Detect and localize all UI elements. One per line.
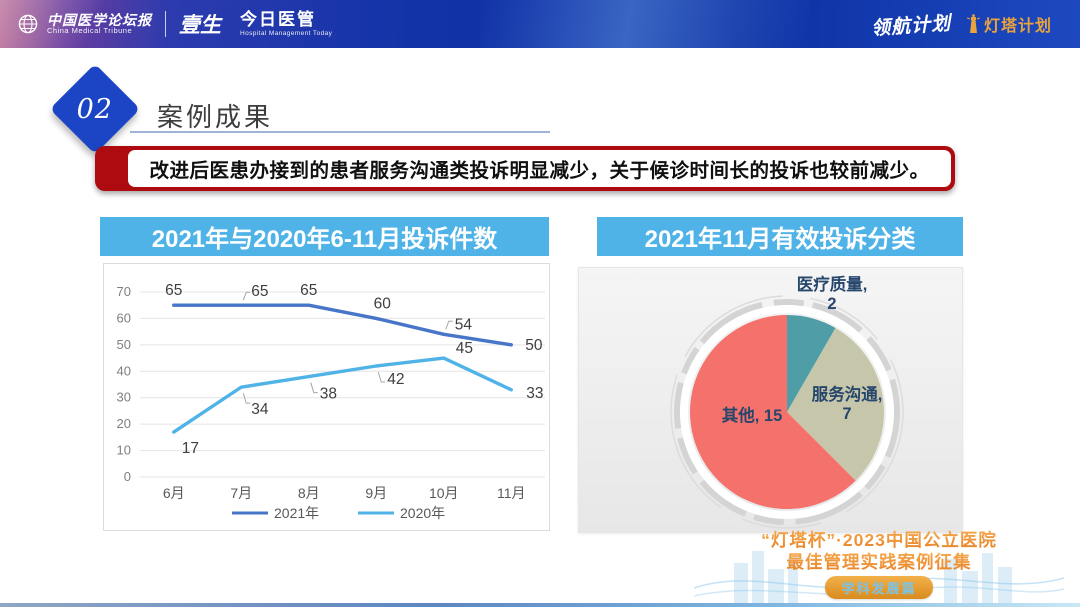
pie-slice [787,327,884,481]
page-title: 案例成果 [157,102,274,132]
data-label: 17 [182,440,199,457]
data-label: 42 [387,371,404,388]
y-axis-tick: 20 [117,416,131,431]
x-axis-label: 8月 [298,485,320,501]
data-label: 38 [320,386,337,403]
cmt-logo-cn: 中国医学论坛报 [47,11,152,28]
decorative-ring [680,305,894,519]
pie-chart: 医疗质量,2 服务沟通,7 其他, 15 [670,274,904,529]
linghang-logo: 领航计划 [870,12,952,40]
pie-label: 服务沟通, [812,384,883,404]
pie-label-value: 7 [842,405,851,423]
globe-icon [18,14,38,34]
highlight-banner-inner: 改进后医患办接到的患者服务沟通类投诉明显减少，关于候诊时间长的投诉也较前减少。 [128,150,951,187]
line-chart-title: 2021年与2020年6-11月投诉件数 [100,217,549,256]
campaign-line1: “灯塔杯”·2023中国公立医院 [694,530,1064,552]
data-label: 34 [251,401,269,418]
decorative-ring [674,299,900,525]
y-axis-tick: 40 [117,363,131,378]
dengta-logo: 灯塔计划 [966,12,1052,36]
data-label: 65 [251,283,268,300]
y-axis-tick: 60 [117,310,131,325]
y-axis-tick: 0 [124,469,131,484]
campaign-line2: 最佳管理实践案例征集 [694,552,1064,574]
banner-text: 改进后医患办接到的患者服务沟通类投诉明显减少，关于候诊时间长的投诉也较前减少。 [149,160,930,182]
title-underline [130,131,550,133]
pie-label-value: 2 [827,295,836,313]
pie-slice [690,315,856,509]
data-label: 65 [165,282,182,299]
label-leader [242,291,251,301]
data-label: 54 [455,316,473,333]
cmt-logo-en: China Medical Tribune [47,26,133,36]
pie-chart-panel: 医疗质量, 2 服务沟通, 7 其他, 15 [578,267,963,533]
highlight-banner: 改进后医患办接到的患者服务沟通类投诉明显减少，关于候诊时间长的投诉也较前减少。 [95,146,955,191]
jryg-logo: 今日医管 Hospital Management Today [240,10,333,37]
pie-slice [787,315,836,412]
logo-divider [165,11,166,37]
footer-campaign: “灯塔杯”·2023中国公立医院 最佳管理实践案例征集 学科发展篇 [694,530,1064,603]
section-number: 02 [76,93,114,125]
jryg-logo-en: Hospital Management Today [240,29,333,37]
campaign-badge: 学科发展篇 [825,576,933,599]
bottom-bar [0,603,1080,607]
data-label: 50 [525,337,543,354]
y-axis-tick: 70 [117,284,131,299]
y-axis-tick: 10 [117,443,131,458]
jryg-logo-cn: 今日医管 [240,10,316,30]
section-number-badge: 02 [49,63,141,155]
pie-chart-title: 2021年11月有效投诉分类 [597,217,963,256]
x-axis-label: 11月 [497,485,526,501]
line-series [172,303,513,347]
legend-label: 2021年 [274,505,319,521]
data-label: 33 [526,385,543,402]
legend-label: 2020年 [400,505,445,521]
label-leader [377,371,386,383]
lighthouse-icon [966,14,980,33]
dengta-logo-text: 灯塔计划 [983,18,1052,35]
x-axis-label: 10月 [429,485,459,501]
line-chart: 0 10 20 30 40 50 60 70 6月 7月 8月 9月 10月 11月 65 65 65 60 54 5… [117,282,545,521]
data-label: 45 [456,340,473,357]
line-series [172,356,513,434]
y-axis-tick: 30 [117,390,131,405]
data-label: 65 [300,282,317,299]
decorative-ring [670,295,904,529]
line-chart-panel: 0 10 20 30 40 50 60 70 6月 7月 8月 9月 10月 11月 65 65 65 60 54 5… [103,263,550,531]
label-leader [242,392,251,404]
label-leader [310,382,318,394]
brand-left: 中国医学论坛报 China Medical Tribune 壹生 今日医管 Ho… [18,9,332,39]
y-axis-tick: 50 [117,337,131,352]
brand-right: 领航计划 灯塔计划 [870,11,1052,40]
pie-label: 医疗质量, [797,274,868,294]
data-label: 60 [374,295,392,312]
x-axis-label: 7月 [230,485,252,501]
header-bar: 中国医学论坛报 China Medical Tribune 壹生 今日医管 Ho… [0,0,1080,48]
cmt-logo: 中国医学论坛报 China Medical Tribune [47,13,152,36]
yisheng-logo: 壹生 [179,13,221,37]
pie-label: 其他, 15 [722,405,783,425]
x-axis-label: 6月 [163,485,185,501]
x-axis-label: 9月 [365,485,387,501]
label-leader [445,320,453,330]
